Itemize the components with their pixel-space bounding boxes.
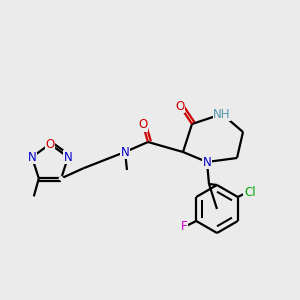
Text: N: N (64, 151, 72, 164)
Text: O: O (176, 100, 184, 112)
Text: N: N (121, 146, 129, 158)
Text: O: O (45, 137, 55, 151)
Text: O: O (138, 118, 148, 131)
Text: N: N (64, 151, 72, 164)
Text: Cl: Cl (244, 185, 256, 199)
Text: O: O (45, 137, 55, 151)
Text: NH: NH (213, 107, 231, 121)
Text: Cl: Cl (244, 185, 256, 199)
Text: O: O (138, 118, 148, 131)
Text: N: N (28, 151, 36, 164)
Text: NH: NH (213, 107, 231, 121)
Text: N: N (121, 146, 129, 158)
Text: N: N (28, 151, 36, 164)
Text: F: F (181, 220, 188, 232)
Text: N: N (202, 155, 211, 169)
Text: O: O (176, 100, 184, 112)
Text: N: N (202, 155, 211, 169)
Text: F: F (181, 220, 188, 232)
